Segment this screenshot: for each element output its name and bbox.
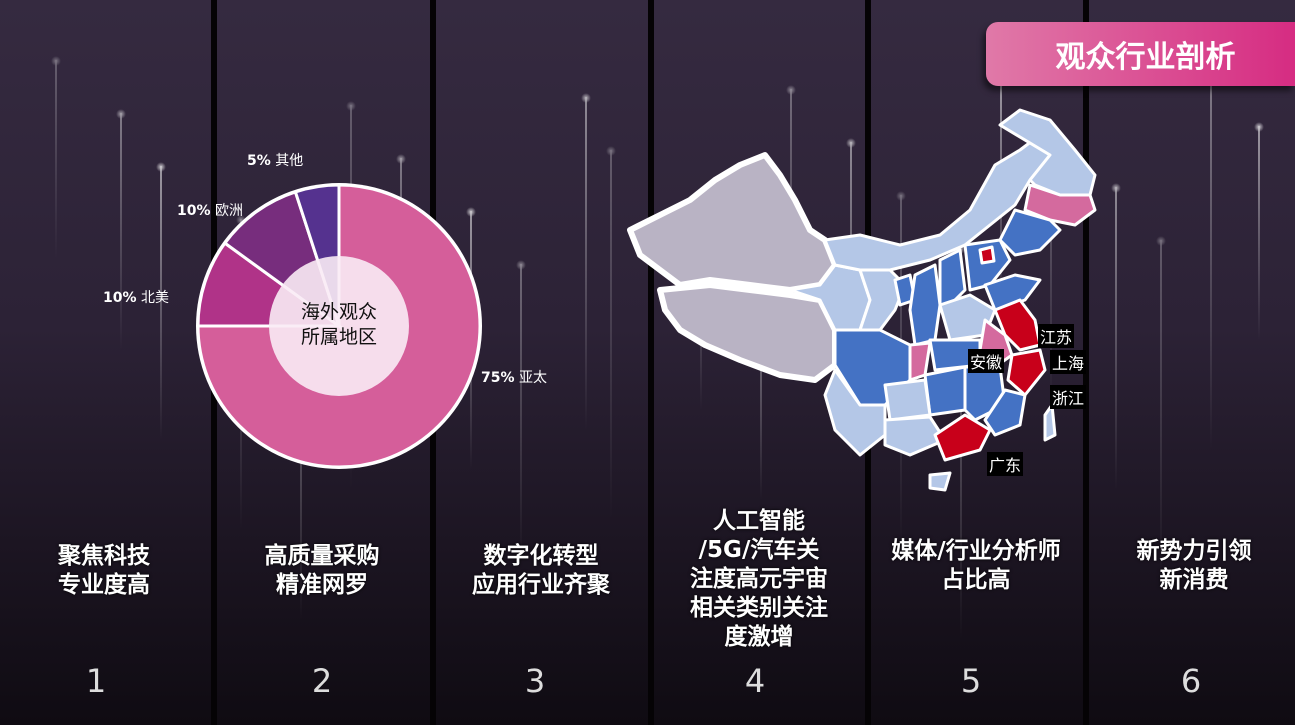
map-region-jilin [1023,183,1097,227]
map-label-jiangsu: 江苏 [1038,324,1075,348]
map-region-xinjiang [627,152,838,293]
column-divider [648,0,654,725]
column-4-number: 4 [744,662,766,700]
donut-center-label: 海外观众 所属地区 [279,300,399,350]
light-streak [51,56,61,260]
light-streak [516,260,526,560]
map-region-zhejiang [1006,348,1047,397]
map-region-shaanxi [908,263,942,347]
light-streak [156,162,166,440]
donut-slice-亚太 [196,183,482,469]
donut-hole [269,256,409,396]
column-2-text: 高质量采购 精准网罗 [264,543,380,598]
label-asia-pacific: 75% 亚太 [481,370,547,386]
label-north-america: 10% 北美 [103,290,169,306]
column-4-text: 人工智能/5G/汽车关 注度高元宇宙 相关类别关注 度激增 [690,508,828,650]
map-region-hainan [928,471,952,492]
map-region-guangdong [933,413,992,462]
center-line-2: 所属地区 [300,326,377,348]
light-streak [116,109,126,350]
map-region-guangxi [883,415,947,457]
map-region-fujian [983,388,1027,437]
light-streak [1254,122,1264,340]
map-region-beijing [978,245,996,265]
column-1-number: 1 [85,662,107,700]
map-region-shanxi [938,248,967,307]
map-label-anhui: 安徽 [968,349,1005,373]
map-region-guizhou [883,378,932,422]
center-line-1: 海外观众 [300,301,377,323]
light-streak [1156,236,1166,580]
map-region-tibet [657,282,838,383]
map-label-shanghai: 上海 [1050,350,1087,374]
map-label-guangdong: 广东 [987,452,1024,476]
map-region-shandong [983,273,1042,312]
map-region-hebei [963,238,1012,292]
map-region-gansu [858,268,907,332]
section-title-banner: 观众行业剖析 [986,22,1295,86]
china-map [627,108,1097,492]
column-6-text: 新势力引领 新消费 [1136,538,1252,593]
map-region-yunnan [823,368,887,457]
label-europe: 10% 欧洲 [177,203,243,219]
light-streak [1111,183,1121,490]
column-2-number: 2 [311,662,333,700]
column-5-text: 媒体/行业分析师 占比高 [891,538,1061,593]
column-3-text: 数字化转型 应用行业齐聚 [472,543,610,598]
column-3-number: 3 [524,662,546,700]
column-5-number: 5 [960,662,982,700]
map-label-zhejiang: 浙江 [1050,385,1087,409]
column-1-text: 聚焦科技 专业度高 [58,543,150,598]
label-other: 5% 其他 [247,153,304,169]
map-region-hunan [923,365,967,417]
column-6-number: 6 [1180,662,1202,700]
map-region-taiwan [1043,403,1057,442]
light-streak [581,93,591,430]
light-streak [606,146,616,520]
section-title: 观众行业剖析 [1055,40,1236,75]
